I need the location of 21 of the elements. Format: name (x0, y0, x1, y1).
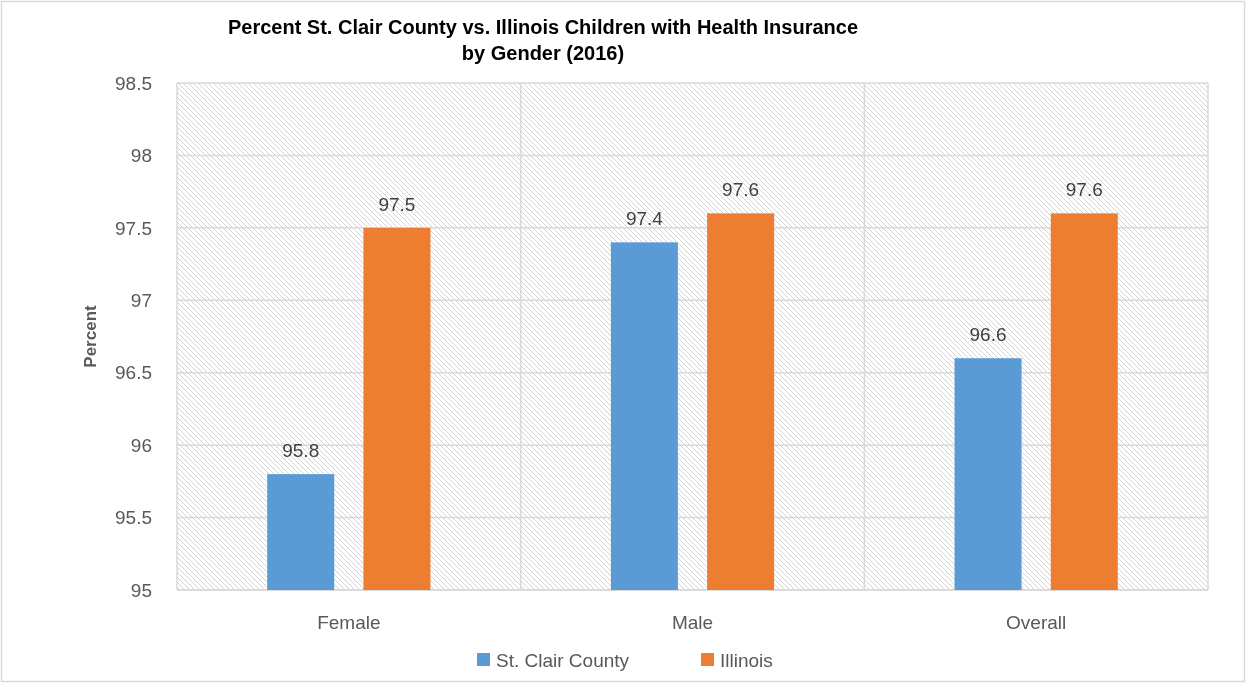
data-label: 97.6 (1065, 179, 1103, 201)
y-tick-label: 97 (130, 289, 152, 311)
y-tick-label: 97.5 (115, 217, 152, 239)
x-tick-label: Overall (1006, 612, 1067, 633)
data-label: 95.8 (282, 440, 320, 462)
y-tick-label: 95 (130, 579, 152, 601)
data-label: 97.5 (378, 193, 416, 215)
legend-label: Illinois (720, 649, 773, 671)
chart-title: Percent St. Clair County vs. Illinois Children with Health Insurance by Gender (2016) (227, 16, 859, 64)
y-tick-label: 95.5 (115, 507, 152, 529)
legend-label: St. Clair County (496, 649, 630, 671)
y-axis-title: Percent (81, 304, 100, 368)
data-label: 96.6 (969, 324, 1007, 346)
y-tick-label: 98 (130, 145, 152, 167)
x-tick-label: Male (671, 612, 714, 633)
y-tick-label: 96.5 (115, 362, 152, 384)
data-label: 97.6 (722, 179, 760, 201)
x-tick-label: Female (317, 612, 381, 633)
data-label: 97.4 (625, 208, 664, 230)
y-tick-label: 96 (130, 434, 152, 456)
y-tick-label: 98.5 (115, 72, 152, 94)
